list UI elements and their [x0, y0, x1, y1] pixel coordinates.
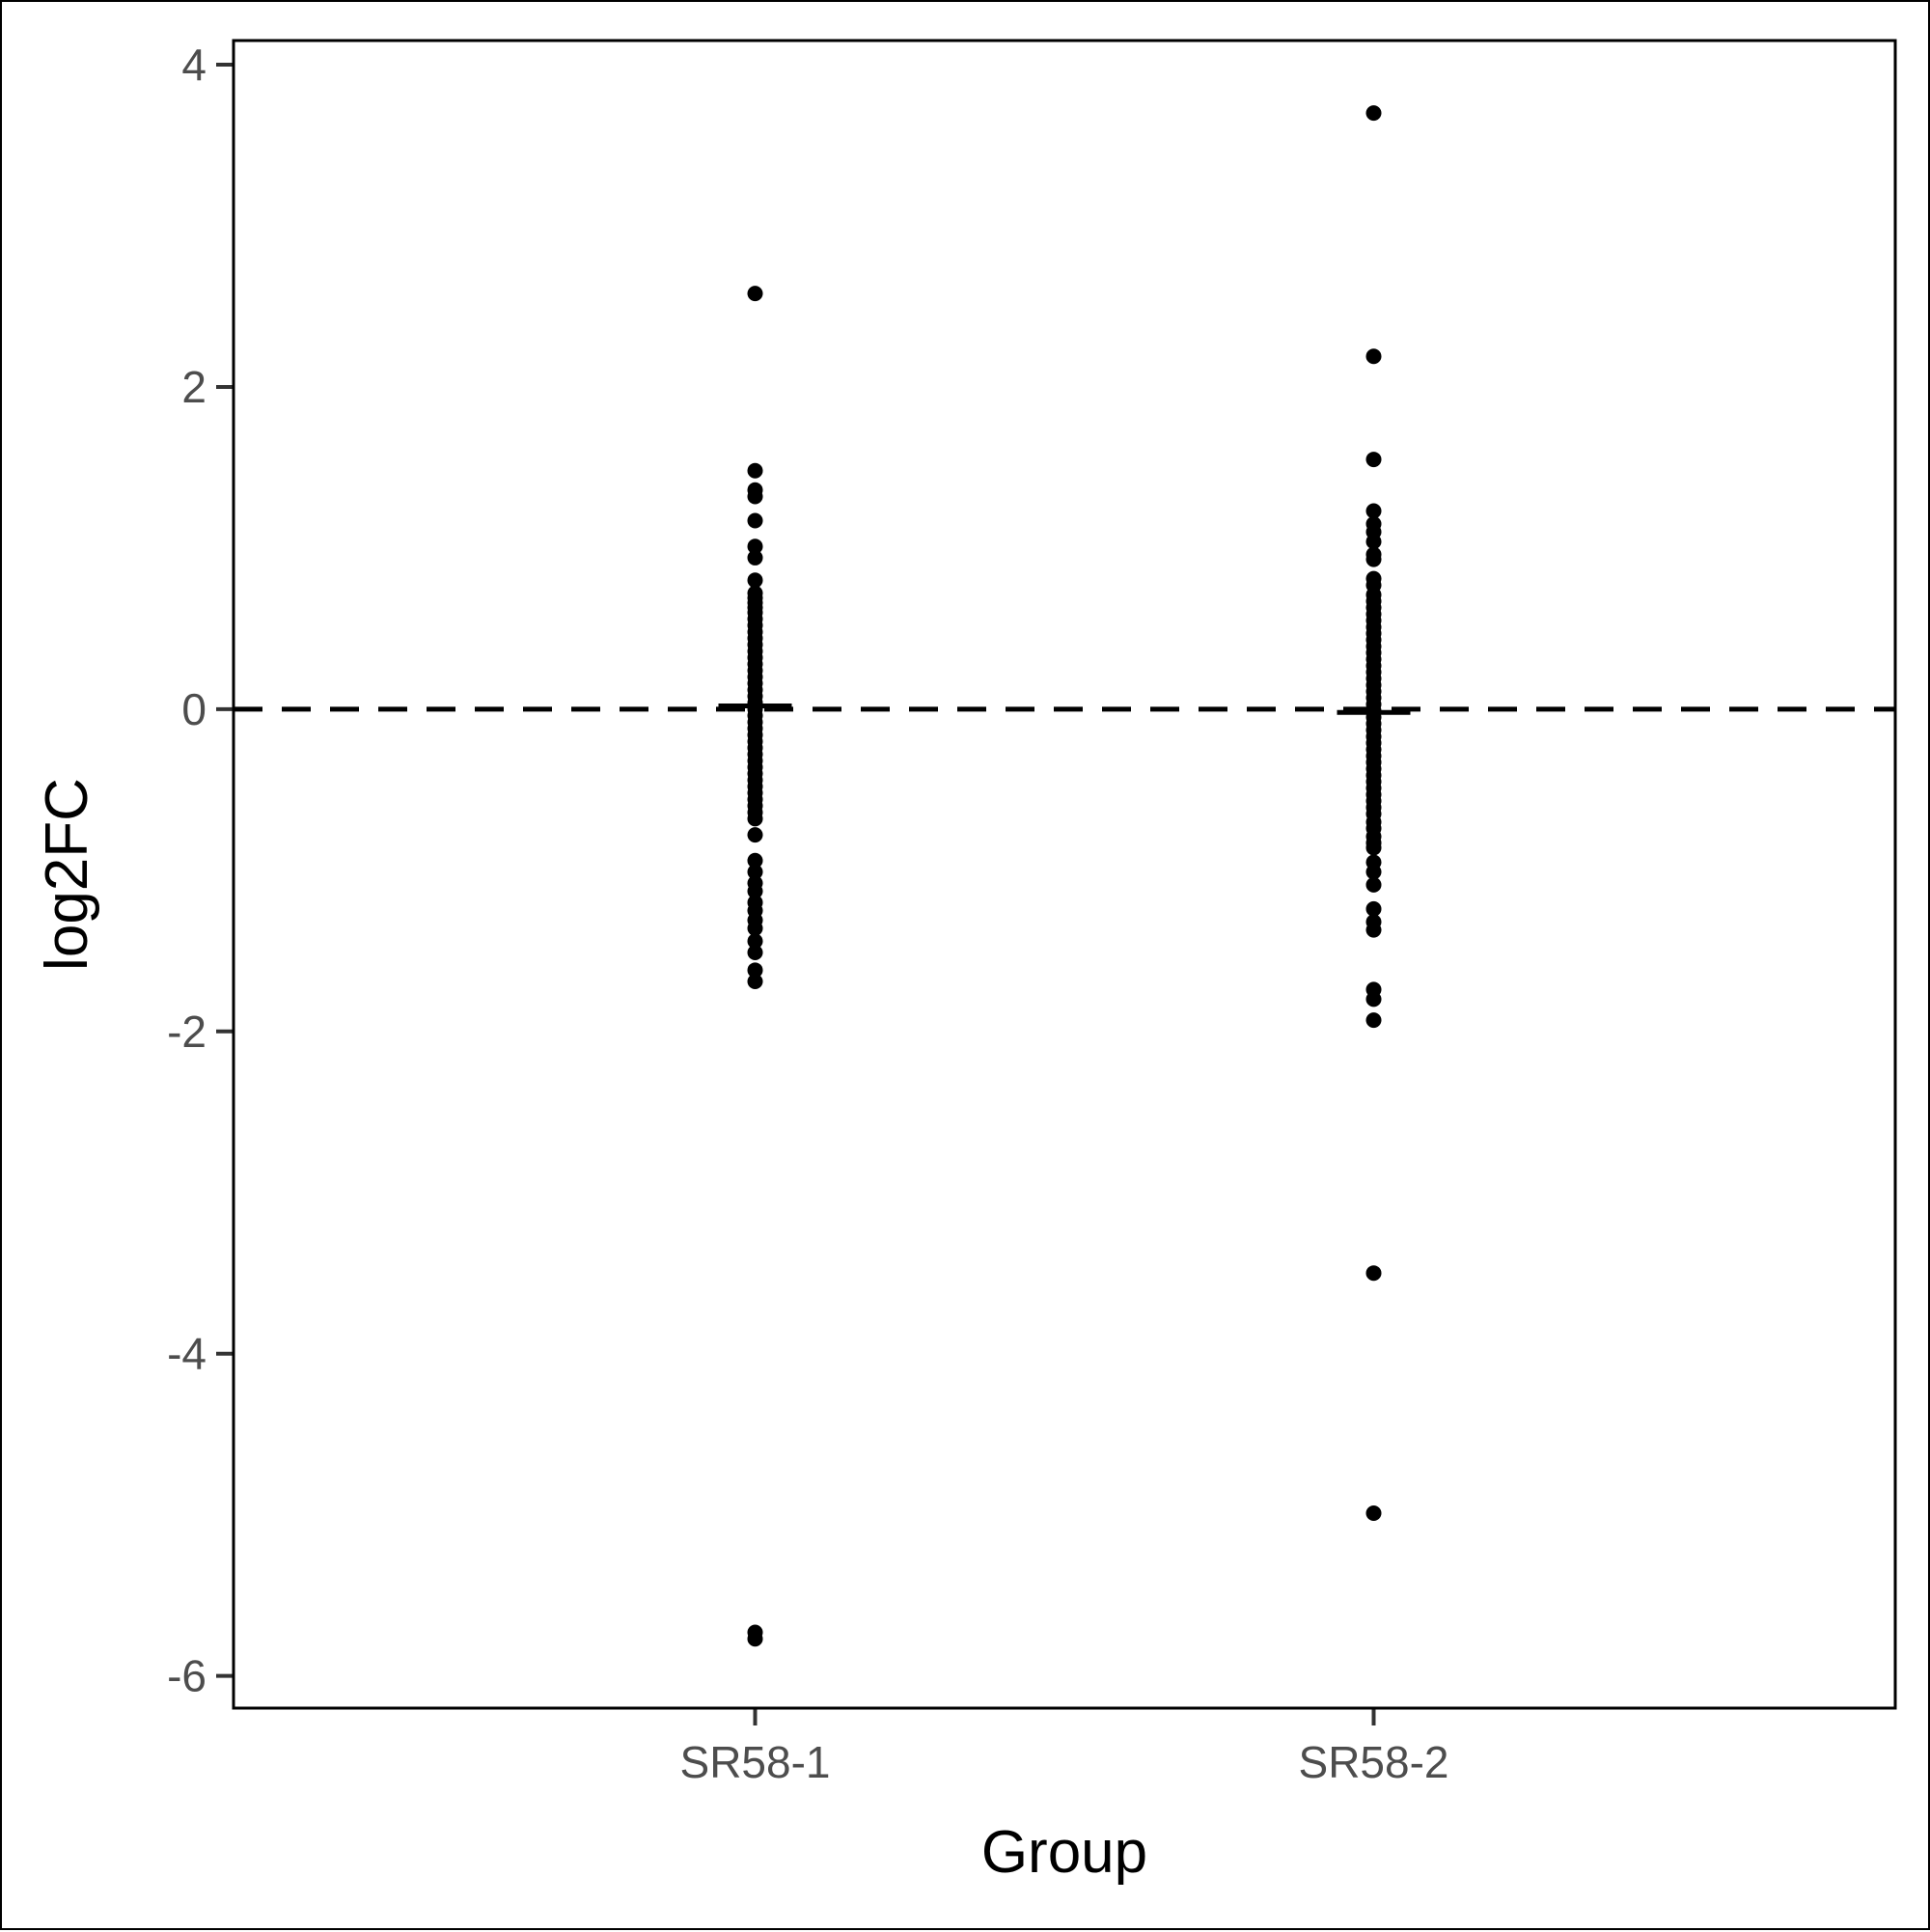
data-point	[747, 488, 763, 505]
data-point	[1365, 348, 1382, 365]
data-point	[1365, 534, 1382, 550]
data-point	[1365, 991, 1382, 1007]
data-point	[1365, 1265, 1382, 1282]
data-point	[1365, 900, 1382, 917]
y-tick-label: 4	[181, 40, 207, 90]
data-point	[1365, 876, 1382, 893]
data-point	[1365, 503, 1382, 519]
data-point	[747, 572, 763, 589]
data-point	[747, 944, 763, 960]
point-layer	[747, 105, 1382, 1647]
data-point	[747, 920, 763, 936]
data-point	[1365, 105, 1382, 122]
data-point	[1365, 551, 1382, 567]
median-layer	[718, 704, 1411, 715]
data-point	[747, 974, 763, 990]
tick-layer: 4 2 0 -2 -4 -6 SR58-1 SR58-2	[167, 40, 1448, 1787]
data-point	[1365, 864, 1382, 880]
x-axis-title: Group	[981, 1819, 1147, 1886]
y-axis-title: log2FC	[34, 778, 100, 971]
data-point	[1365, 840, 1382, 856]
y-tick-label: -2	[167, 1007, 207, 1057]
data-point	[747, 811, 763, 827]
data-point	[747, 1631, 763, 1647]
y-tick-label: -6	[167, 1651, 207, 1701]
plot-panel	[232, 39, 1897, 1710]
data-point	[747, 286, 763, 302]
data-point	[1365, 1504, 1382, 1521]
x-tick-label: SR58-2	[1299, 1737, 1449, 1787]
y-tick-label: 2	[181, 362, 207, 412]
data-point	[1365, 452, 1382, 468]
data-point	[747, 852, 763, 869]
x-tick-label: SR58-1	[680, 1737, 831, 1787]
y-tick-label: 0	[181, 684, 207, 734]
data-point	[747, 962, 763, 979]
data-point	[747, 549, 763, 566]
data-point	[1365, 922, 1382, 938]
data-point	[747, 512, 763, 529]
data-point	[747, 538, 763, 555]
data-point	[747, 933, 763, 950]
data-point	[747, 462, 763, 479]
y-tick-label: -4	[167, 1329, 207, 1379]
data-point	[747, 864, 763, 880]
data-point	[747, 883, 763, 899]
data-point	[1365, 1012, 1382, 1029]
data-point	[747, 827, 763, 843]
